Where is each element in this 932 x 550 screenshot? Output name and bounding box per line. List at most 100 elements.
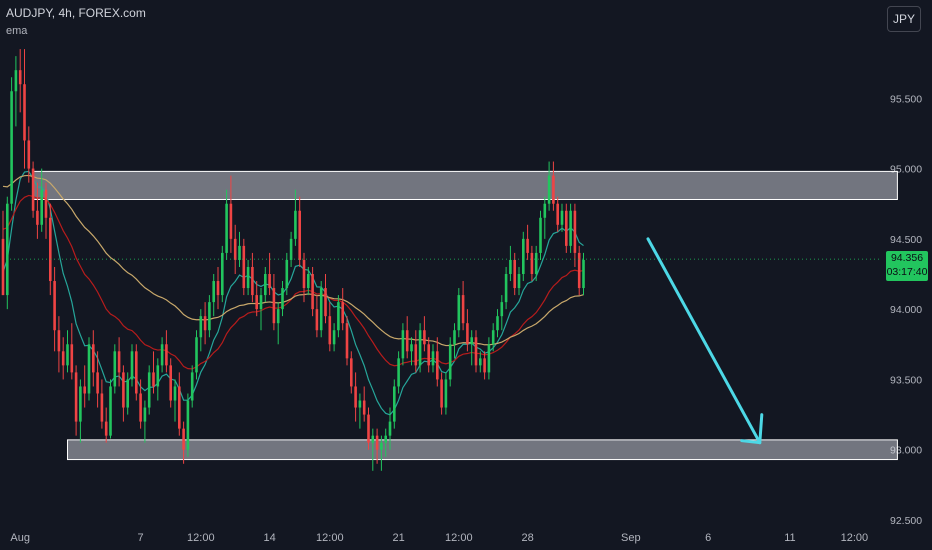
down-arrow-shaft[interactable] <box>646 237 762 445</box>
x-tick-label: Sep <box>621 532 641 544</box>
candle-body <box>543 203 547 218</box>
candle-body <box>556 203 559 225</box>
candle-body <box>384 435 387 443</box>
candle-body <box>92 344 95 373</box>
candle-body <box>285 259 289 289</box>
candle-body <box>23 84 26 141</box>
candle-body <box>513 259 516 289</box>
candle-body <box>289 238 293 260</box>
candle-body <box>479 358 482 366</box>
candle-body <box>315 309 319 331</box>
candle-body <box>388 421 392 436</box>
candle-body <box>246 266 250 289</box>
candle-body <box>122 372 125 408</box>
candle-body <box>117 351 121 373</box>
candle-body <box>560 210 564 225</box>
candle-body <box>431 351 435 366</box>
candle-body <box>423 330 426 345</box>
y-tick-label: 92.500 <box>890 515 922 527</box>
chart-title: AUDJPY, 4h, FOREX.com <box>6 6 146 20</box>
candle-body <box>264 274 267 296</box>
candle-body <box>427 344 430 366</box>
x-tick-label: 11 <box>784 532 795 544</box>
candle-body <box>345 323 349 359</box>
candle-body <box>135 351 138 394</box>
x-tick-label: 21 <box>392 532 404 544</box>
y-tick-label: 95.500 <box>890 93 922 105</box>
candle-body <box>350 358 353 387</box>
x-tick-label: 6 <box>705 532 711 544</box>
candle-body <box>242 245 246 289</box>
candle-body <box>444 379 448 408</box>
candle-body <box>307 274 310 289</box>
candle-body <box>53 281 56 331</box>
candle-body <box>156 365 160 387</box>
candle-body <box>466 323 469 345</box>
candle-body <box>229 203 233 239</box>
candle-body <box>87 344 91 394</box>
candle-body <box>225 203 228 253</box>
candle-body <box>354 386 357 408</box>
candle-body <box>61 351 65 366</box>
currency-button[interactable]: JPY <box>887 6 921 32</box>
candle-body <box>238 245 241 260</box>
candle-body <box>27 140 31 169</box>
current-price-tag: 94.356 03:17:40 <box>886 251 928 281</box>
candle-body <box>341 302 344 324</box>
candle-body <box>380 442 383 450</box>
candle-body <box>436 351 439 380</box>
candle-body <box>457 295 461 331</box>
candle-body <box>195 337 198 373</box>
candle-body <box>36 210 39 225</box>
candle-body <box>70 344 74 373</box>
candle-body <box>401 330 405 359</box>
candle-body <box>165 344 168 366</box>
candle-body <box>100 393 104 422</box>
x-tick-label: 12:00 <box>841 532 869 544</box>
candle-body <box>470 337 473 345</box>
bar-countdown: 03:17:40 <box>886 266 928 278</box>
candle-body <box>147 372 151 408</box>
candle-body <box>281 288 284 310</box>
candle-body <box>328 316 332 345</box>
indicator-label[interactable]: ema <box>6 25 28 37</box>
y-tick-label: 94.000 <box>890 304 922 316</box>
candle-body <box>569 210 572 246</box>
candle-body <box>526 238 529 253</box>
y-tick-label: 94.500 <box>890 234 922 246</box>
candle-body <box>483 358 486 373</box>
candle-body <box>178 386 181 429</box>
candle-body <box>1 238 5 296</box>
candle-body <box>221 252 224 296</box>
candle-body <box>276 309 280 324</box>
resistance-support-zone[interactable] <box>67 439 898 461</box>
candle-body <box>393 386 396 422</box>
candle-body <box>169 365 172 401</box>
candle-body <box>491 330 495 345</box>
y-tick-label: 95.000 <box>890 164 922 176</box>
down-arrow-head[interactable] <box>740 413 764 445</box>
x-tick-label: Aug <box>10 532 30 544</box>
candle-body <box>294 210 297 239</box>
candle-body <box>397 358 400 387</box>
candle-body <box>126 379 129 408</box>
x-tick-label: 12:00 <box>316 532 344 544</box>
candle-body <box>173 386 177 401</box>
candle-body <box>259 295 263 310</box>
candle-body <box>203 316 207 331</box>
ema-fast-line <box>2 170 584 416</box>
candle-body <box>182 428 185 450</box>
candle-body <box>539 217 542 253</box>
candle-body <box>251 266 254 296</box>
candle-body <box>233 238 237 260</box>
candle-body <box>414 344 418 366</box>
x-tick-label: 28 <box>521 532 533 544</box>
candle-body <box>534 252 538 274</box>
ema-slow-line <box>2 174 584 347</box>
candle-body <box>461 295 465 324</box>
resistance-support-zone[interactable] <box>32 170 898 200</box>
candle-body <box>311 274 314 310</box>
candle-body <box>212 281 215 303</box>
candle-body <box>453 330 456 345</box>
